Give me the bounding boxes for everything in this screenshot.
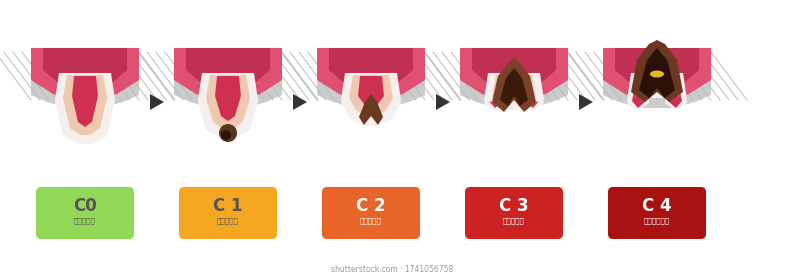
- Polygon shape: [579, 94, 593, 110]
- Polygon shape: [359, 94, 383, 125]
- Polygon shape: [236, 74, 258, 111]
- Polygon shape: [186, 48, 270, 86]
- Polygon shape: [472, 48, 556, 86]
- Text: C 4: C 4: [642, 197, 672, 215]
- Polygon shape: [489, 76, 503, 108]
- Circle shape: [219, 124, 237, 142]
- Polygon shape: [174, 48, 282, 108]
- Polygon shape: [665, 74, 687, 111]
- Polygon shape: [317, 48, 425, 108]
- Polygon shape: [668, 76, 682, 108]
- Text: 最重度の虫歯: 最重度の虫歯: [644, 218, 670, 224]
- Polygon shape: [329, 48, 413, 86]
- Polygon shape: [72, 76, 98, 127]
- Polygon shape: [198, 74, 220, 111]
- Polygon shape: [639, 48, 675, 98]
- Polygon shape: [358, 76, 384, 109]
- Polygon shape: [63, 75, 107, 135]
- Polygon shape: [174, 48, 282, 98]
- Polygon shape: [603, 48, 711, 98]
- Polygon shape: [615, 48, 699, 86]
- Polygon shape: [239, 76, 253, 108]
- Text: shutterstock.com · 1741056758: shutterstock.com · 1741056758: [330, 265, 453, 274]
- FancyBboxPatch shape: [322, 187, 420, 239]
- FancyBboxPatch shape: [608, 187, 706, 239]
- Polygon shape: [460, 48, 568, 108]
- Polygon shape: [501, 76, 527, 96]
- Polygon shape: [346, 76, 360, 108]
- Polygon shape: [198, 73, 258, 138]
- Polygon shape: [341, 74, 363, 111]
- Text: C 2: C 2: [356, 197, 385, 215]
- Ellipse shape: [650, 71, 664, 78]
- FancyBboxPatch shape: [179, 187, 277, 239]
- Circle shape: [221, 130, 231, 140]
- Polygon shape: [93, 74, 115, 111]
- Polygon shape: [460, 48, 568, 98]
- Polygon shape: [627, 74, 649, 111]
- Polygon shape: [215, 76, 241, 121]
- Polygon shape: [55, 74, 77, 111]
- Polygon shape: [492, 75, 536, 101]
- Text: 虫歯の前兆: 虫歯の前兆: [74, 218, 96, 224]
- Polygon shape: [631, 40, 683, 102]
- Polygon shape: [43, 48, 127, 86]
- FancyBboxPatch shape: [36, 187, 134, 239]
- Polygon shape: [500, 68, 528, 106]
- Polygon shape: [632, 76, 646, 108]
- Text: 軽度の虫歯: 軽度の虫歯: [217, 218, 239, 224]
- Polygon shape: [492, 58, 536, 112]
- Text: C0: C0: [73, 197, 97, 215]
- Text: 重度の虫歯: 重度の虫歯: [503, 218, 525, 224]
- Polygon shape: [484, 74, 506, 111]
- Polygon shape: [55, 73, 115, 144]
- Polygon shape: [31, 48, 139, 98]
- Polygon shape: [522, 74, 544, 111]
- Text: C 3: C 3: [499, 197, 529, 215]
- Polygon shape: [484, 73, 544, 110]
- Polygon shape: [341, 73, 401, 126]
- Polygon shape: [150, 94, 164, 110]
- Polygon shape: [203, 76, 217, 108]
- Polygon shape: [382, 76, 396, 108]
- Polygon shape: [317, 48, 425, 98]
- Text: C 1: C 1: [214, 197, 243, 215]
- Polygon shape: [644, 76, 670, 96]
- Polygon shape: [379, 74, 401, 111]
- Text: 中度の虫歯: 中度の虫歯: [360, 218, 382, 224]
- Polygon shape: [60, 76, 74, 108]
- Polygon shape: [206, 75, 250, 129]
- Polygon shape: [603, 48, 711, 108]
- Polygon shape: [293, 94, 307, 110]
- Polygon shape: [525, 76, 539, 108]
- Polygon shape: [96, 76, 110, 108]
- Polygon shape: [436, 94, 450, 110]
- FancyBboxPatch shape: [465, 187, 563, 239]
- Polygon shape: [349, 75, 393, 117]
- Polygon shape: [31, 48, 139, 108]
- Polygon shape: [635, 75, 679, 98]
- Polygon shape: [627, 73, 687, 100]
